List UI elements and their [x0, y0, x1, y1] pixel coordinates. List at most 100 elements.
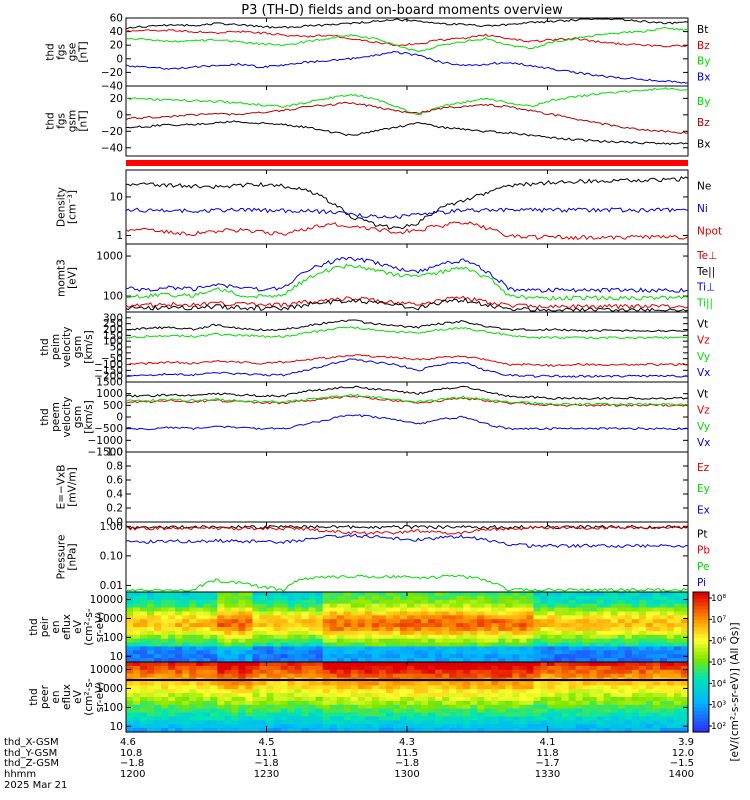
heatmap-cell [407, 728, 415, 733]
heatmap-cell [568, 716, 577, 721]
heatmap-cell [421, 658, 429, 663]
heatmap-cell [428, 623, 436, 628]
heatmap-cell [673, 681, 682, 686]
heatmap-cell [428, 630, 436, 636]
heatmap-cell [196, 615, 204, 620]
colorbar-segment [693, 672, 709, 677]
heatmap-cell [421, 697, 429, 702]
heatmap-cell [526, 638, 535, 644]
heatmap-cell [582, 662, 591, 667]
heatmap-cell [673, 685, 682, 690]
heatmap-cell [343, 662, 352, 667]
heatmap-cell [652, 638, 661, 644]
time-tick-label: 10.8 [120, 748, 142, 759]
heatmap-cell [659, 642, 668, 648]
heatmap-cell [554, 623, 563, 628]
heatmap-cell [456, 650, 464, 655]
heatmap-cell [133, 603, 141, 609]
time-axis-row-label: thd_Y-GSM [4, 748, 57, 759]
heatmap-cell [617, 654, 626, 659]
heatmap-cell [484, 646, 492, 651]
series-line-Npot [125, 221, 689, 241]
heatmap-cell [266, 603, 275, 609]
heatmap-cell [175, 630, 183, 636]
heatmap-cell [357, 724, 366, 729]
heatmap-cell [168, 630, 176, 636]
heatmap-cell [456, 697, 464, 702]
heatmap-cell [498, 669, 506, 675]
heatmap-cell [392, 704, 401, 710]
heatmap-cell [182, 642, 190, 648]
heatmap-cell [631, 592, 640, 597]
y-tick-label: 100 [103, 291, 123, 303]
heatmap-cell [533, 592, 542, 597]
heatmap-cell [189, 673, 197, 679]
heatmap-cell [638, 642, 647, 648]
y-axis-label: [eV] [67, 267, 79, 289]
heatmap-cell [350, 720, 359, 725]
heatmap-cell [336, 704, 345, 710]
heatmap-cell [596, 704, 605, 710]
heatmap-cell [477, 716, 485, 721]
heatmap-cell [575, 681, 584, 686]
heatmap-cell [407, 607, 415, 613]
heatmap-cell [343, 603, 352, 609]
heatmap-cell [161, 700, 169, 706]
heatmap-cell [484, 669, 492, 675]
heatmap-cell [336, 642, 345, 648]
heatmap-cell [245, 681, 254, 686]
heatmap-cell [350, 607, 359, 613]
legend-entry: By [697, 56, 710, 68]
time-tick-label: 4.6 [120, 737, 136, 748]
heatmap-cell [484, 700, 492, 706]
heatmap-cell [652, 728, 661, 733]
heatmap-cell [659, 611, 668, 616]
heatmap-cell [168, 627, 176, 632]
heatmap-cell [371, 693, 380, 698]
heatmap-cell [287, 615, 296, 620]
heatmap-cell [631, 603, 640, 609]
heatmap-cell [666, 728, 675, 733]
heatmap-cell [407, 681, 415, 686]
heatmap-cell [168, 603, 176, 609]
heatmap-cell [484, 638, 492, 644]
heatmap-cell [343, 611, 352, 616]
y-axis-label: en [50, 620, 62, 633]
heatmap-cell [442, 592, 450, 597]
heatmap-cell [498, 654, 506, 659]
heatmap-cell [364, 607, 373, 613]
heatmap-cell [596, 720, 605, 725]
heatmap-cell [568, 693, 577, 698]
heatmap-cell [273, 603, 282, 609]
heatmap-cell [631, 728, 640, 733]
heatmap-cell [231, 662, 240, 667]
heatmap-cell [378, 704, 387, 710]
heatmap-cell [589, 669, 598, 675]
heatmap-cell [168, 619, 176, 624]
heatmap-cell [315, 615, 324, 620]
colorbar-segment [693, 595, 709, 600]
heatmap-cell [638, 611, 647, 616]
heatmap-cell [266, 654, 275, 659]
heatmap-cell [140, 646, 148, 651]
heatmap-cell [385, 700, 394, 706]
heatmap-cell [126, 681, 134, 686]
heatmap-cell [470, 685, 478, 690]
y-tick-label: −50 [101, 353, 123, 365]
heatmap-cell [568, 650, 577, 655]
colorbar-segment [693, 704, 709, 709]
heatmap-cell [631, 685, 640, 690]
heatmap-cell [357, 627, 366, 632]
heatmap-cell [624, 592, 633, 597]
heatmap-cell [147, 634, 155, 640]
heatmap-cell [154, 662, 162, 667]
heatmap-cell [673, 662, 682, 667]
heatmap-cell [203, 650, 211, 655]
heatmap-cell [491, 662, 499, 667]
heatmap-cell [652, 646, 661, 651]
heatmap-cell [126, 638, 134, 644]
heatmap-cell [273, 724, 282, 729]
heatmap-cell [280, 654, 289, 659]
heatmap-cell [301, 673, 310, 679]
legend-entry: Pt [697, 528, 707, 540]
